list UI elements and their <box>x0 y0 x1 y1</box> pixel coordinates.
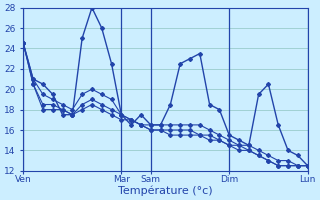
X-axis label: Température (°c): Température (°c) <box>118 185 213 196</box>
